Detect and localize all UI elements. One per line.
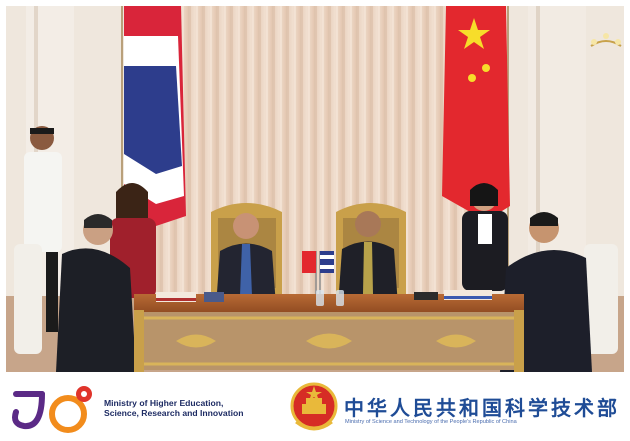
mhesi-line2: Science, Research and Innovation: [104, 408, 244, 418]
mhesi-logo-icon: [12, 386, 92, 433]
right-chair: [584, 244, 618, 354]
china-flag: [442, 6, 510, 306]
signing-documents: [156, 290, 492, 306]
logo-footer: Ministry of Higher Education, Science, R…: [0, 372, 630, 441]
thailand-flag: [121, 6, 186, 306]
national-emblem-icon: [290, 382, 338, 431]
mhesi-line1: Ministry of Higher Education,: [104, 398, 224, 408]
chinese-aide-figure: [462, 183, 508, 291]
chinese-leader-figure: [216, 213, 276, 306]
desk-flags: [302, 251, 334, 296]
signing-table: [134, 294, 524, 372]
most-chinese-name: 中华人民共和国科学技术部: [344, 396, 620, 420]
left-chair: [14, 244, 42, 354]
signing-ceremony-photo: [6, 6, 624, 372]
chandelier-icon: [590, 33, 622, 47]
thai-leader-figure: [338, 211, 398, 306]
mhesi-name: Ministry of Higher Education, Science, R…: [104, 398, 243, 418]
left-signatory-figure: [56, 214, 136, 372]
most-english-name: Ministry of Science and Technology of th…: [345, 419, 517, 425]
